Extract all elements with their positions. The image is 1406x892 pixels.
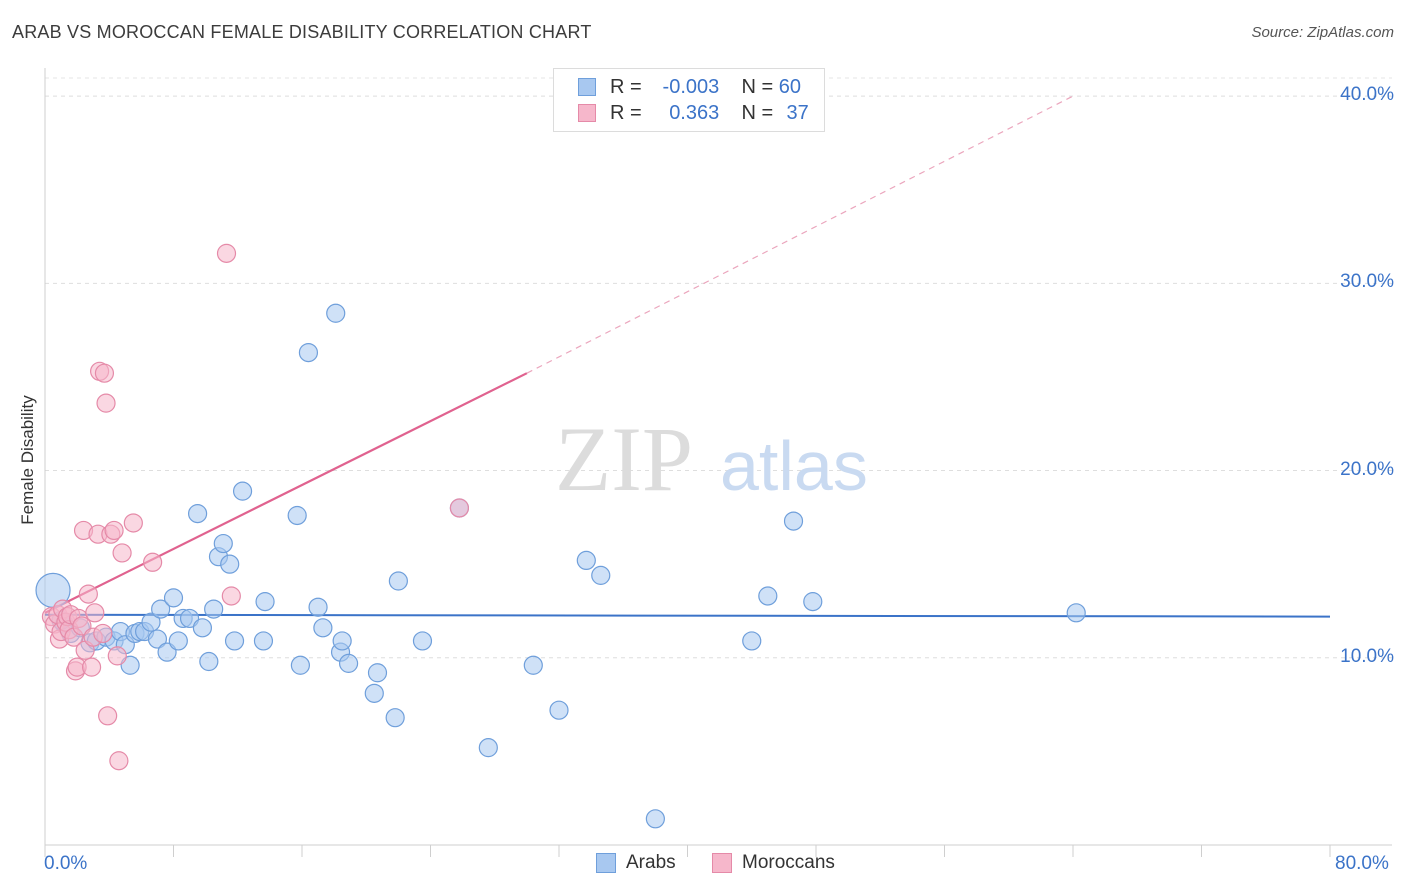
legend-label-arabs: Arabs [626,852,676,873]
legend-swatch-moroccans [578,104,596,122]
point-moroccans [216,243,237,263]
y-axis-label: Female Disability [18,395,37,525]
legend-n-label: N = [741,75,774,98]
y-tick-label: 10.0% [1340,645,1394,667]
source-label: Source: ZipAtlas.com [1251,24,1394,41]
y-tick-label: 30.0% [1340,271,1394,293]
point-arabs [187,504,208,524]
y-tick-label: 40.0% [1340,84,1394,106]
legend-row-arabs: R = -0.003 N = 60 [578,74,801,100]
point-moroccans [104,520,124,541]
point-arabs [645,809,665,829]
legend-r-label: R = [610,101,642,124]
x-tick-label-min: 0.0% [44,853,88,874]
axes [44,68,1392,857]
legend-item-arabs[interactable]: Arabs [596,852,676,874]
point-arabs [338,653,359,673]
point-arabs [364,683,384,703]
legend-r-value: -0.003 [662,75,720,98]
y-tick-label: 20.0% [1340,458,1394,480]
point-arabs [1066,603,1086,623]
point-arabs [120,655,140,675]
point-arabs [308,597,328,617]
x-tick-label-max: 80.0% [1335,853,1389,874]
point-moroccans [96,393,116,413]
point-arabs [253,631,274,651]
trend-lines [44,95,1331,618]
point-moroccans [107,646,127,666]
legend-swatch-moroccans [712,853,732,873]
trend-line-arabs [44,613,1331,618]
point-arabs [367,663,388,683]
point-moroccans [94,363,115,383]
point-moroccans [143,552,163,572]
point-arabs [151,599,171,619]
point-arabs [192,618,213,638]
point-arabs [326,303,346,323]
point-arabs [290,655,310,675]
point-moroccans [109,751,129,771]
data-points [35,243,1086,829]
legend-r-label: R = [610,75,642,98]
point-arabs [591,565,611,585]
point-arabs [313,618,333,638]
point-arabs [523,655,543,675]
legend-n-value: 37 [786,101,809,124]
point-moroccans [112,543,132,563]
correlation-legend: R = -0.003 N = 60 R = 0.363 N = 37 [553,68,825,132]
series-legend: Arabs Moroccans [0,852,1406,878]
point-moroccans [221,586,241,606]
legend-row-moroccans: R = 0.363 N = 37 [578,100,809,126]
legend-swatch-arabs [596,853,616,873]
watermark: ZIP atlas [555,408,868,510]
point-arabs [141,612,161,632]
point-arabs [232,481,253,501]
trend-line-moroccans-extrapolated [526,95,1074,374]
legend-n-label: N = [741,101,774,124]
point-moroccans [93,623,113,644]
legend-swatch-arabs [578,78,596,96]
legend-label-moroccans: Moroccans [742,852,835,873]
point-arabs [298,342,319,363]
point-moroccans [85,603,105,623]
point-arabs [758,586,778,606]
point-moroccans [449,498,470,518]
watermark-zip: ZIP [555,408,693,510]
point-arabs [742,631,762,651]
point-moroccans [78,584,98,604]
point-arabs [549,700,569,720]
chart-title: ARAB VS MOROCCAN FEMALE DISABILITY CORRE… [12,22,592,42]
point-arabs [147,629,168,649]
point-arabs [385,708,405,728]
point-arabs [576,550,596,571]
point-arabs [213,533,233,554]
point-arabs [199,651,219,672]
point-arabs [204,599,224,619]
legend-item-moroccans[interactable]: Moroccans [712,852,835,874]
point-arabs [224,631,245,651]
point-arabs [220,554,240,574]
point-arabs [255,592,275,612]
point-arabs [478,738,498,758]
point-arabs [388,571,408,591]
point-arabs [412,631,433,651]
point-arabs [179,608,200,629]
point-moroccans [98,706,118,726]
point-arabs [783,511,804,531]
legend-r-value: 0.363 [669,101,720,124]
point-arabs [168,631,188,651]
point-arabs [163,588,184,608]
point-moroccans [81,657,102,677]
point-arabs [332,631,352,651]
watermark-atlas: atlas [720,427,868,505]
point-arabs [287,505,307,526]
legend-n-value: 60 [778,75,801,98]
trend-line-moroccans [44,372,528,614]
point-arabs [803,592,823,612]
point-moroccans [123,513,143,533]
grid-lines [45,77,1392,659]
